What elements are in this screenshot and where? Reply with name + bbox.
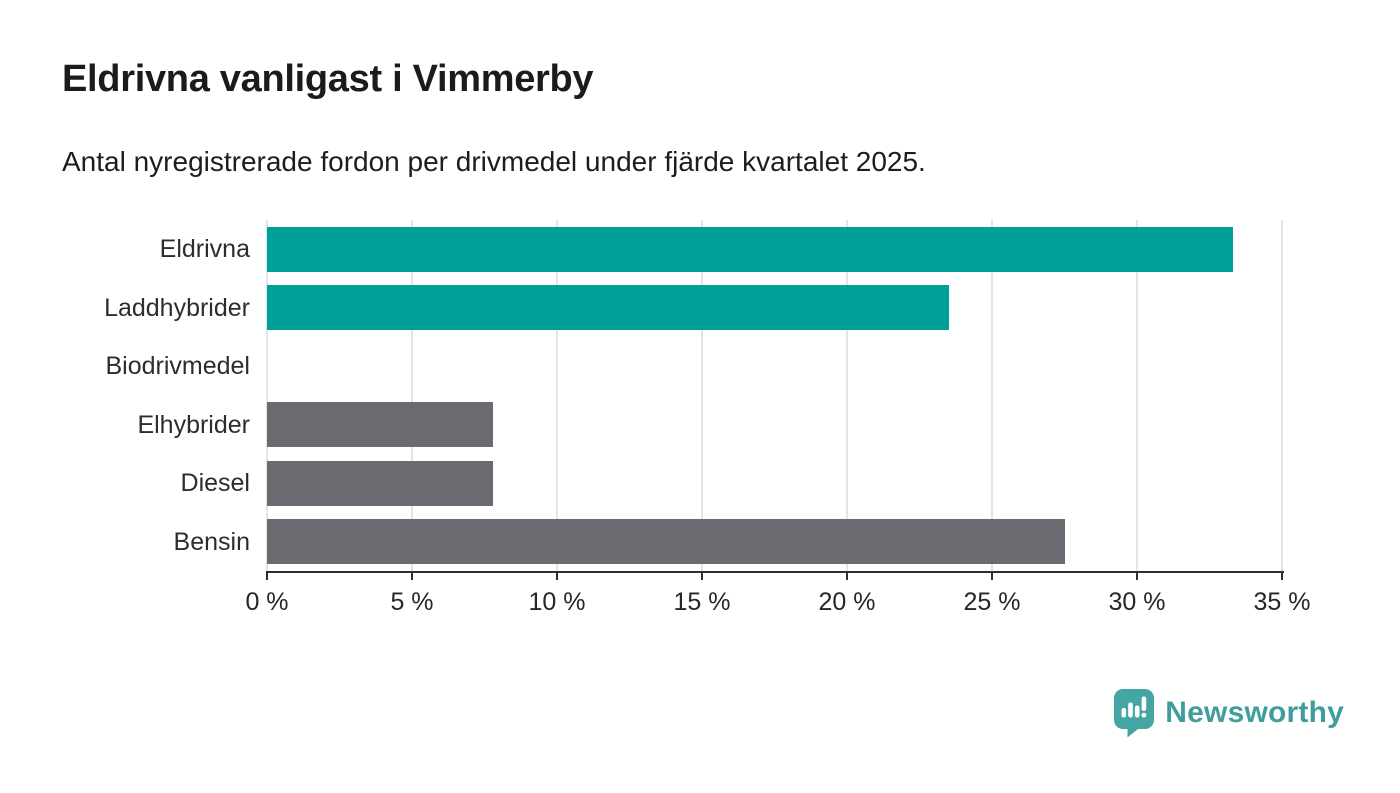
chart-subtitle: Antal nyregistrerade fordon per drivmede… xyxy=(62,146,926,177)
x-tick-label-15: 15 % xyxy=(673,588,731,616)
x-tick-25 xyxy=(991,571,993,580)
category-label-eldrivna: Eldrivna xyxy=(159,235,250,263)
x-axis-line xyxy=(266,571,1284,573)
x-tick-35 xyxy=(1281,571,1283,580)
newsworthy-logo-text: Newsworthy xyxy=(1165,696,1344,729)
bar-chart-plot-area: Eldrivna Laddhybrider Biodrivmedel Elhybrid… xyxy=(104,220,1310,616)
gridline-35 xyxy=(1281,220,1283,571)
x-tick-label-30: 30 % xyxy=(1108,588,1166,616)
x-tick-5 xyxy=(411,571,413,580)
category-label-laddhybrider: Laddhybrider xyxy=(104,293,250,322)
bar-diesel xyxy=(267,460,494,506)
x-tick-15 xyxy=(701,571,703,580)
chart-title: Eldrivna vanligast i Vimmerby xyxy=(62,58,594,100)
x-tick-label-35: 35 % xyxy=(1253,588,1311,616)
bar-bensin xyxy=(267,519,1065,565)
x-tick-0 xyxy=(266,571,268,580)
category-label-elhybrider: Elhybrider xyxy=(137,410,250,439)
gridline-10 xyxy=(556,220,558,571)
gridline-30 xyxy=(1136,220,1138,571)
newsworthy-logo: Newsworthy xyxy=(1114,688,1344,738)
bar-laddhybrider xyxy=(267,285,949,331)
bar-row-bensin: Bensin xyxy=(174,513,1282,572)
newsworthy-chart-bubble-icon xyxy=(1114,688,1155,737)
gridline-25 xyxy=(991,220,993,571)
x-tick-30 xyxy=(1136,571,1138,580)
x-tick-20 xyxy=(846,571,848,580)
bar-row-laddhybrider: Laddhybrider xyxy=(104,279,1282,338)
gridline-15 xyxy=(701,220,703,571)
x-tick-label-0: 0 % xyxy=(245,588,289,616)
gridline-5 xyxy=(411,220,413,571)
category-label-biodrivmedel: Biodrivmedel xyxy=(105,352,250,380)
bar-eldrivna xyxy=(267,226,1233,272)
x-tick-label-25: 25 % xyxy=(963,588,1021,616)
bar-row-diesel: Diesel xyxy=(181,454,1282,513)
gridline-0 xyxy=(266,220,268,571)
x-tick-label-5: 5 % xyxy=(390,588,434,616)
category-label-bensin: Bensin xyxy=(173,527,250,556)
x-tick-10 xyxy=(556,571,558,580)
x-tick-label-20: 20 % xyxy=(818,588,876,616)
x-tick-label-10: 10 % xyxy=(528,588,586,616)
bar-elhybrider xyxy=(267,402,494,448)
bar-row-elhybrider: Elhybrider xyxy=(137,396,1282,455)
category-label-diesel: Diesel xyxy=(180,469,250,497)
bar-row-biodrivmedel: Biodrivmedel xyxy=(105,337,1282,396)
gridline-20 xyxy=(846,220,848,571)
bar-row-eldrivna: Eldrivna xyxy=(160,220,1282,279)
